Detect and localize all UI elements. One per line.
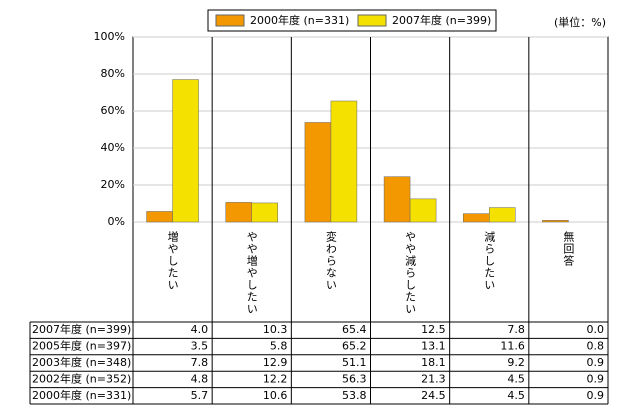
bar bbox=[542, 220, 569, 223]
table-cell: 4.8 bbox=[191, 372, 209, 385]
table-cell: 51.1 bbox=[342, 356, 367, 369]
table-cell: 65.4 bbox=[342, 323, 367, 336]
table-cell: 18.1 bbox=[421, 356, 446, 369]
row-label: 2005年度 (n=397) bbox=[32, 339, 131, 353]
bar bbox=[146, 211, 173, 223]
table-cell: 24.5 bbox=[421, 389, 446, 402]
category-label: 減らしたい bbox=[483, 230, 496, 291]
bar bbox=[330, 100, 358, 223]
table-cell: 7.8 bbox=[191, 356, 209, 369]
bar bbox=[251, 202, 278, 223]
bar bbox=[304, 122, 332, 223]
table-cell: 9.2 bbox=[507, 356, 525, 369]
bar bbox=[383, 176, 411, 223]
y-tick-label: 40% bbox=[101, 141, 125, 154]
table-cell: 53.8 bbox=[342, 389, 367, 402]
y-tick-label: 20% bbox=[101, 178, 125, 191]
table-cell: 0.9 bbox=[587, 372, 605, 385]
bar bbox=[172, 79, 199, 223]
table-cell: 12.5 bbox=[421, 323, 446, 336]
table-cell: 4.0 bbox=[191, 323, 209, 336]
table-cell: 3.5 bbox=[191, 340, 209, 353]
bar bbox=[463, 213, 490, 223]
bar bbox=[225, 202, 252, 223]
category-label: 変わらない bbox=[324, 230, 337, 291]
category-label: 増やしたい bbox=[166, 231, 179, 291]
legend-label: 2007年度 (n=399) bbox=[392, 13, 491, 27]
table-cell: 0.8 bbox=[587, 340, 605, 353]
table-cell: 5.8 bbox=[270, 340, 288, 353]
table-cell: 7.8 bbox=[507, 323, 525, 336]
table-cell: 56.3 bbox=[342, 372, 367, 385]
row-label: 2000年度 (n=331) bbox=[32, 388, 131, 402]
row-label: 2002年度 (n=352) bbox=[32, 371, 131, 385]
table-cell: 4.5 bbox=[507, 372, 525, 385]
table-cell: 0.9 bbox=[587, 389, 605, 402]
table-cell: 10.6 bbox=[263, 389, 288, 402]
table-cell: 10.3 bbox=[263, 323, 288, 336]
table-cell: 13.1 bbox=[421, 340, 446, 353]
table-cell: 0.9 bbox=[587, 356, 605, 369]
y-tick-label: 60% bbox=[101, 104, 125, 117]
table-cell: 0.0 bbox=[587, 323, 605, 336]
table-cell: 21.3 bbox=[421, 372, 446, 385]
table-cell: 4.5 bbox=[507, 389, 525, 402]
row-label: 2003年度 (n=348) bbox=[32, 355, 131, 369]
legend-box bbox=[207, 9, 497, 32]
legend-label: 2000年度 (n=331) bbox=[250, 13, 349, 27]
category-label: やや減らしたい bbox=[404, 231, 417, 315]
row-label: 2007年度 (n=399) bbox=[32, 322, 131, 336]
bar bbox=[409, 198, 437, 223]
table-cell: 65.2 bbox=[342, 340, 367, 353]
table-cell: 5.7 bbox=[191, 389, 209, 402]
category-label: 無回答 bbox=[562, 230, 575, 267]
y-tick-label: 100% bbox=[94, 30, 125, 43]
table-cell: 12.9 bbox=[263, 356, 288, 369]
category-label: やや増やしたい bbox=[245, 231, 258, 315]
table-cell: 12.2 bbox=[263, 372, 288, 385]
legend-swatch bbox=[215, 14, 245, 27]
y-tick-label: 0% bbox=[108, 215, 125, 228]
unit-note: (単位：%) bbox=[554, 15, 606, 29]
y-tick-label: 80% bbox=[101, 67, 125, 80]
bar bbox=[489, 207, 516, 223]
legend-swatch bbox=[357, 14, 387, 27]
table-cell: 11.6 bbox=[500, 340, 525, 353]
